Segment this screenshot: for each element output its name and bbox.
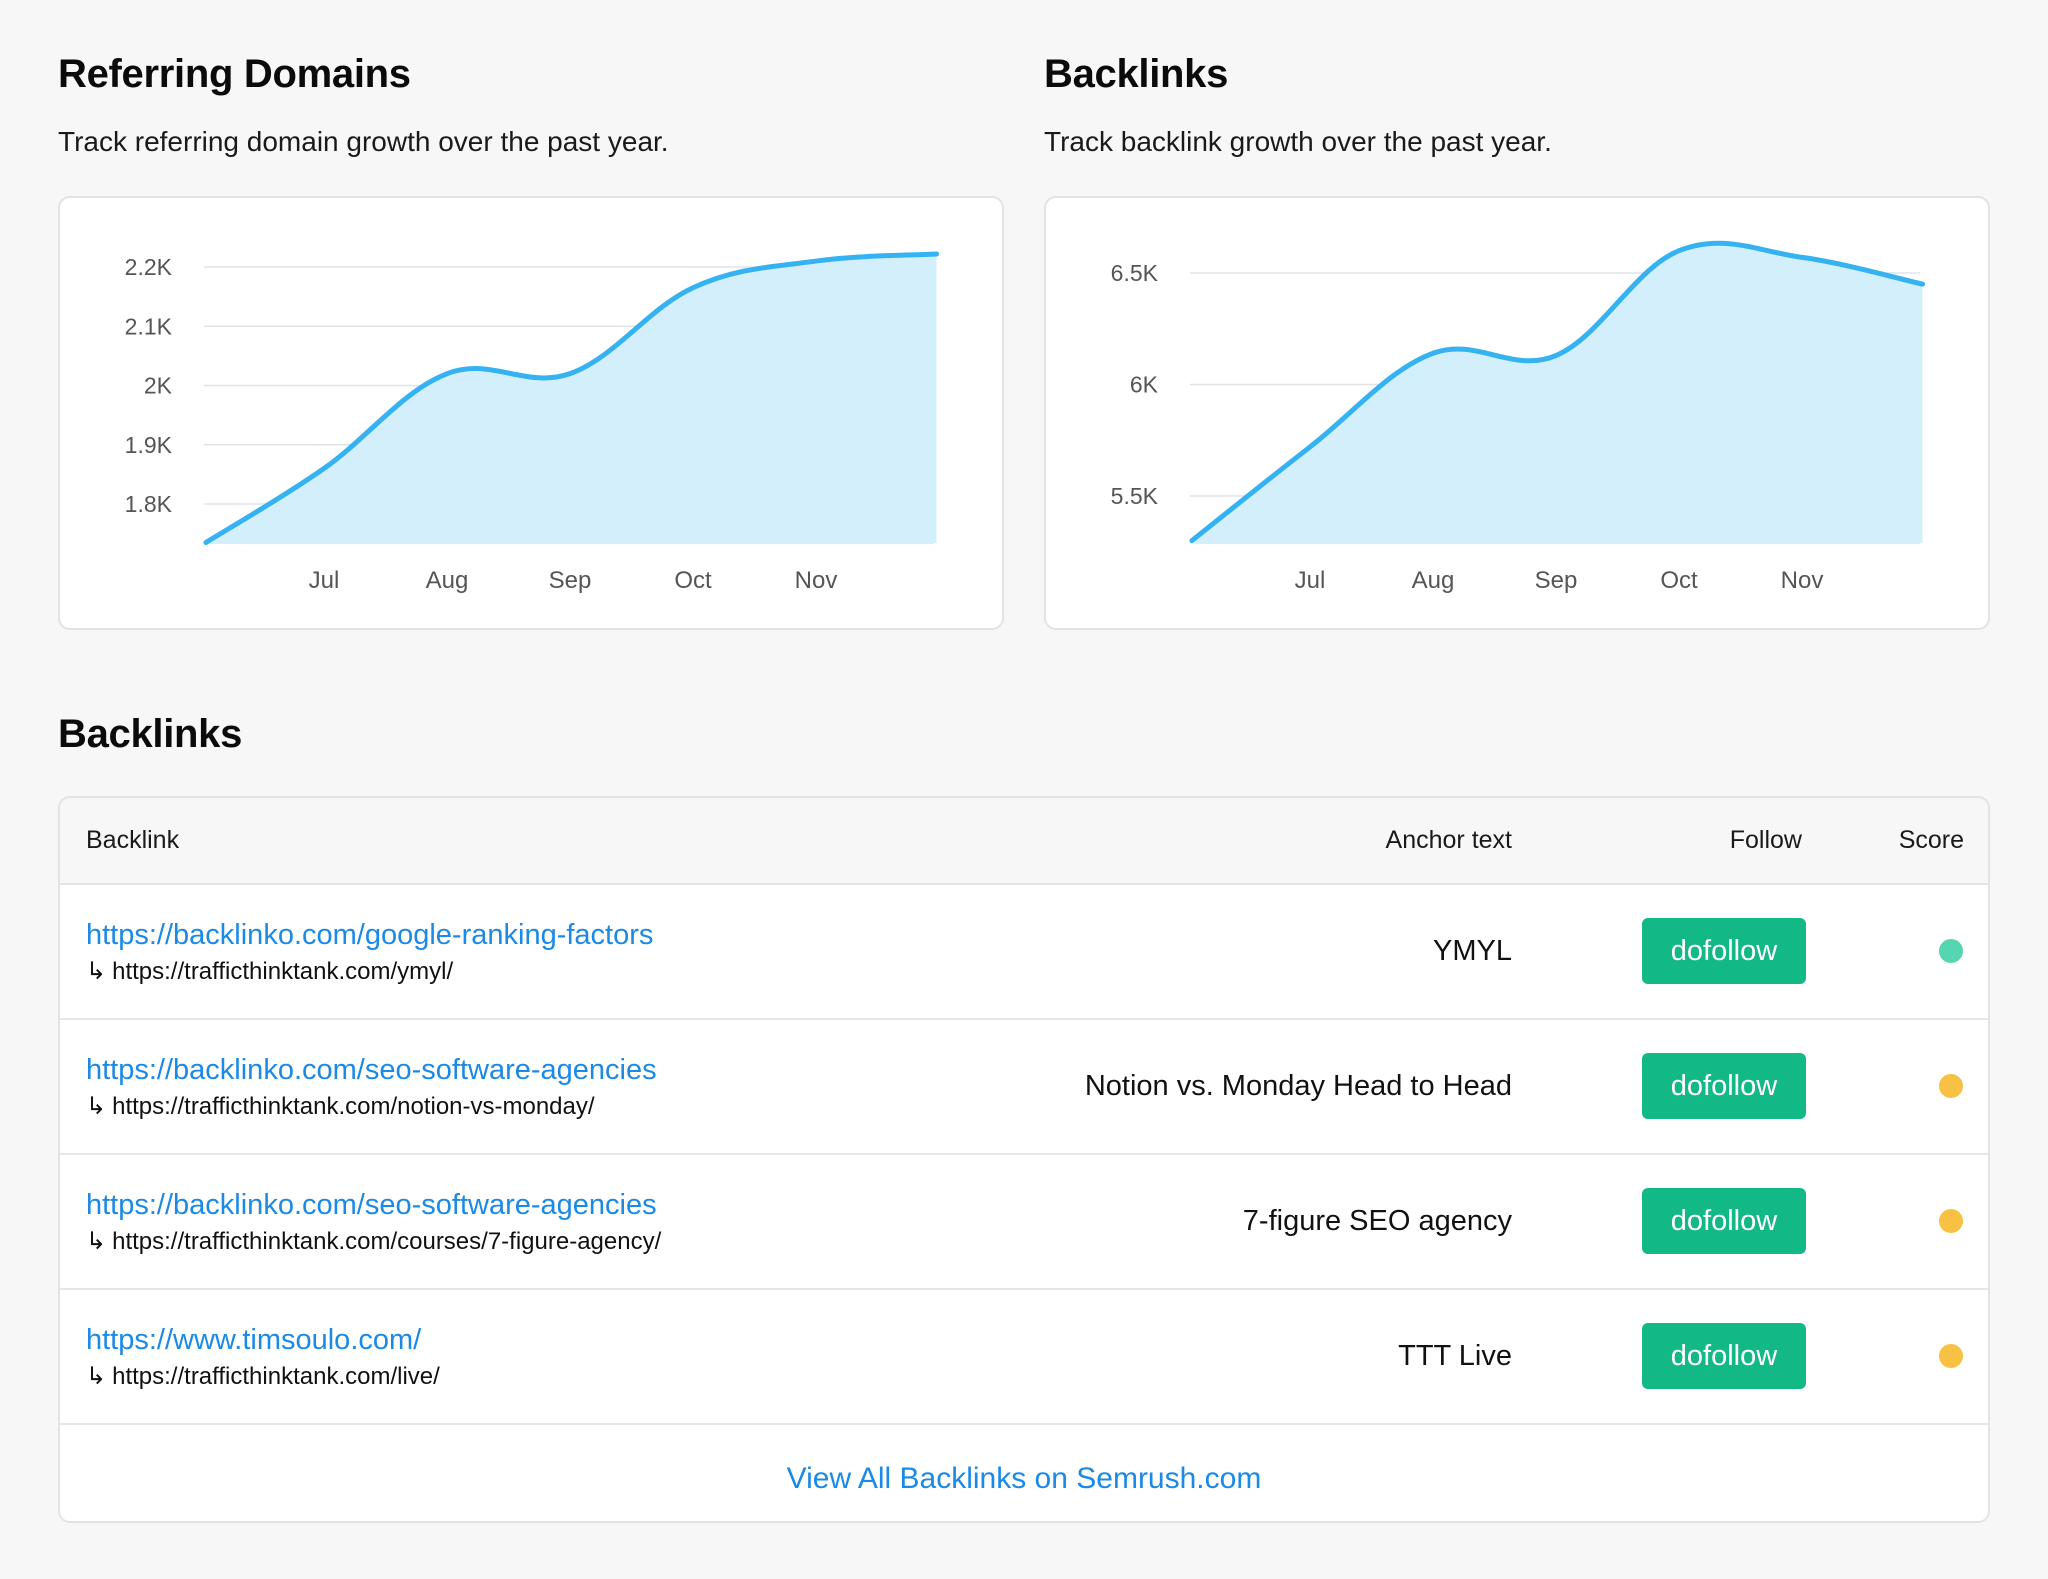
redirect-arrow-icon: ↳ (86, 1228, 107, 1255)
target-url: ↳ https://trafficthinktank.com/live/ (86, 1362, 440, 1391)
header-follow: Follow (1729, 826, 1802, 854)
referring-domains-chart: 1.8K 1.9K 2K 2.1K 2.2K Jul Aug Sep Oct Nov (125, 251, 940, 594)
target-url: ↳ https://trafficthinktank.com/ymyl/ (86, 957, 453, 986)
score-indicator (1939, 1344, 1963, 1368)
redirect-arrow-icon: ↳ (86, 1363, 107, 1390)
x-tick-label: Nov (795, 567, 838, 594)
backlinks-table: Backlink Anchor text Follow Score https:… (58, 796, 1990, 1523)
redirect-arrow-icon: ↳ (86, 1093, 107, 1120)
y-tick-label: 6.5K (1111, 260, 1159, 286)
score-indicator (1939, 1209, 1963, 1233)
y-tick-label: 2.2K (125, 254, 173, 280)
x-tick-label: Sep (1535, 567, 1578, 594)
target-url-text: https://trafficthinktank.com/live/ (112, 1363, 440, 1390)
referring-domains-chart-card: 1.8K 1.9K 2K 2.1K 2.2K Jul Aug Sep Oct Nov (58, 196, 1004, 630)
backlinks-chart: 5.5K 6K 6.5K Jul Aug Sep Oct Nov (1111, 240, 1926, 594)
x-tick-label: Aug (1412, 567, 1455, 594)
table-row: https://backlinko.com/google-ranking-fac… (60, 885, 1988, 1020)
backlink-url[interactable]: https://backlinko.com/seo-software-agenc… (86, 1189, 657, 1221)
backlink-url[interactable]: https://www.timsoulo.com/ (86, 1324, 422, 1356)
target-url-text: https://trafficthinktank.com/notion-vs-m… (112, 1093, 595, 1120)
backlinks-chart-title: Backlinks (1044, 52, 1229, 96)
series-area (205, 253, 937, 543)
x-tick-label: Oct (674, 567, 712, 594)
referring-domains-title: Referring Domains (58, 52, 411, 96)
follow-badge-button[interactable]: dofollow (1642, 1323, 1806, 1389)
follow-badge-button[interactable]: dofollow (1642, 1053, 1806, 1119)
x-tick-label: Jul (1295, 567, 1326, 594)
y-tick-label: 2.1K (125, 313, 173, 339)
series-area (1191, 243, 1923, 544)
x-tick-label: Nov (1781, 567, 1824, 594)
y-tick-label: 2K (144, 373, 173, 399)
target-url: ↳ https://trafficthinktank.com/notion-vs-… (86, 1092, 595, 1121)
anchor-text: Notion vs. Monday Head to Head (1084, 1070, 1512, 1102)
header-backlink: Backlink (86, 826, 180, 854)
referring-domains-subtitle: Track referring domain growth over the p… (58, 126, 669, 157)
backlinks-table-title: Backlinks (58, 712, 243, 756)
score-indicator (1939, 939, 1963, 963)
follow-badge-button[interactable]: dofollow (1642, 918, 1806, 984)
x-tick-label: Aug (426, 567, 469, 594)
backlink-url[interactable]: https://backlinko.com/google-ranking-fac… (86, 919, 654, 951)
view-all-row: View All Backlinks on Semrush.com (60, 1435, 1988, 1521)
table-row: https://backlinko.com/seo-software-agenc… (60, 1020, 1988, 1155)
y-tick-label: 6K (1130, 372, 1159, 398)
anchor-text: YMYL (1433, 935, 1512, 967)
x-tick-label: Jul (309, 567, 340, 594)
backlinks-chart-subtitle: Track backlink growth over the past year… (1044, 126, 1552, 157)
header-score: Score (1898, 826, 1964, 854)
anchor-text: 7-figure SEO agency (1242, 1205, 1512, 1237)
view-all-backlinks-link[interactable]: View All Backlinks on Semrush.com (786, 1462, 1262, 1495)
table-header: Backlink Anchor text Follow Score (60, 798, 1988, 885)
table-row: https://www.timsoulo.com/ ↳ https://traff… (60, 1290, 1988, 1425)
score-indicator (1939, 1074, 1963, 1098)
x-tick-label: Oct (1660, 567, 1698, 594)
anchor-text: TTT Live (1398, 1340, 1512, 1372)
backlink-url[interactable]: https://backlinko.com/seo-software-agenc… (86, 1054, 657, 1086)
x-tick-label: Sep (549, 567, 592, 594)
target-url: ↳ https://trafficthinktank.com/courses/7-… (86, 1227, 661, 1256)
y-tick-label: 1.8K (125, 491, 173, 517)
backlinks-chart-card: 5.5K 6K 6.5K Jul Aug Sep Oct Nov (1044, 196, 1990, 630)
target-url-text: https://trafficthinktank.com/ymyl/ (112, 958, 454, 985)
series-line (203, 251, 940, 546)
table-row: https://backlinko.com/seo-software-agenc… (60, 1155, 1988, 1290)
series-line (1189, 240, 1926, 544)
y-tick-label: 1.9K (125, 432, 173, 458)
target-url-text: https://trafficthinktank.com/courses/7-f… (112, 1228, 662, 1255)
y-tick-label: 5.5K (1111, 483, 1159, 509)
header-anchor-text: Anchor text (1385, 826, 1512, 854)
follow-badge-button[interactable]: dofollow (1642, 1188, 1806, 1254)
redirect-arrow-icon: ↳ (86, 958, 107, 985)
